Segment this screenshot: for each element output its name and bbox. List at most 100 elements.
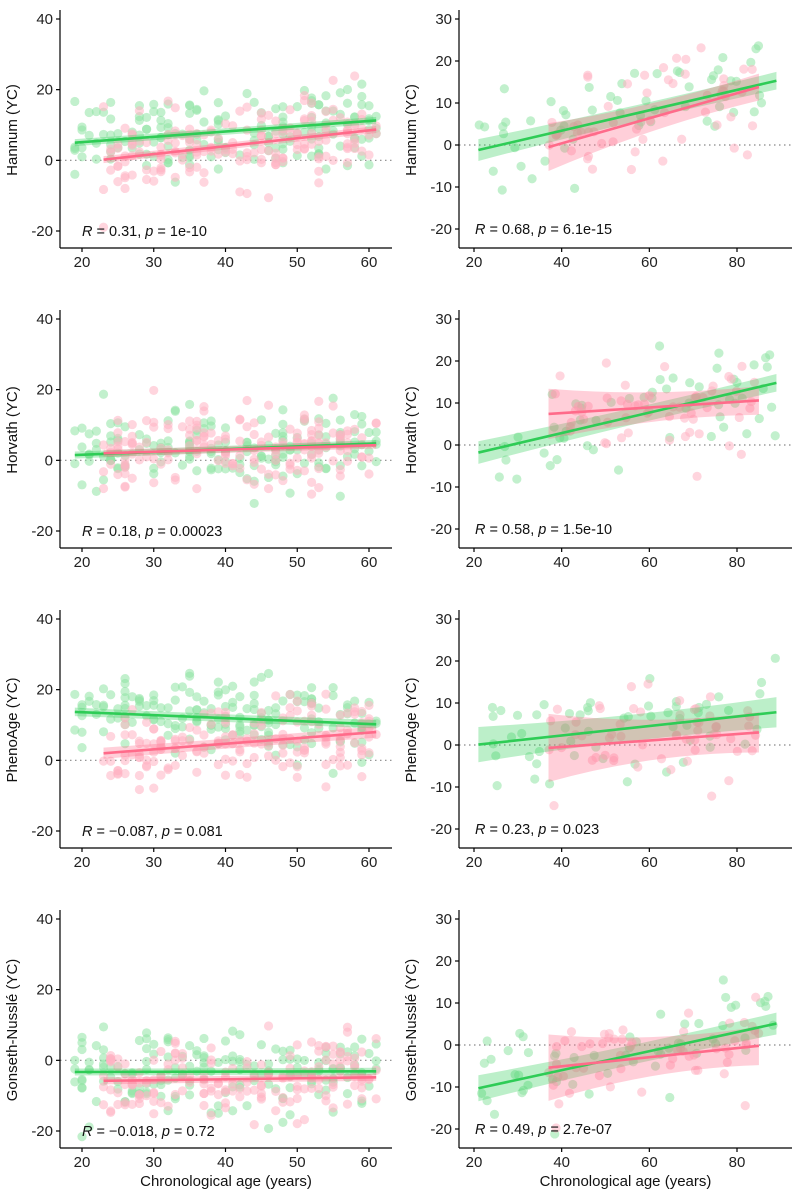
scatter-point-green [328,690,338,701]
panel-row4-left: -20 0 20 40 20 30 40 50 60 Gonseth-Nusslé (YC) Chr… [4,910,392,1190]
scatter-point-pink [235,1084,245,1094]
scatter-point-green [307,728,317,738]
scatter-point-green [622,777,632,787]
scatter-point-pink [618,1025,628,1035]
scatter-point-pink [106,443,116,453]
scatter-point-pink [220,770,231,780]
correlation-annotation: R = 0.49, p = 2.7e-07 [475,1122,612,1138]
scatter-point-green [220,111,231,121]
scatter-point-pink [149,724,159,734]
scatter-point-pink [127,1099,137,1110]
scatter-point-pink [127,750,137,760]
scatter-point-green [705,742,715,752]
scatter-point-green [718,975,728,985]
scatter-point-green [263,1059,274,1069]
scatter-point-pink [127,419,137,430]
scatter-point-pink [134,106,144,116]
x-tick-label: 30 [145,254,162,271]
scatter-point-pink [342,143,353,154]
scatter-point-green [335,491,345,501]
scatter-point-pink [719,74,729,84]
scatter-point-pink [156,735,166,745]
scatter-point-pink [679,413,690,423]
scatter-point-green [512,474,522,484]
scatter-point-green [249,154,259,164]
scatter-point-green [185,706,195,716]
scatter-point-green [77,1132,87,1142]
scatter-point-pink [550,389,560,399]
y-tick-label: 40 [36,911,53,928]
scatter-point-pink [242,422,252,432]
scatter-point-pink [335,1055,345,1065]
scatter-point-green [256,451,266,461]
scatter-point-green [357,100,367,110]
scatter-point-pink [549,800,559,811]
scatter-point-pink [220,147,231,157]
scatter-point-pink [192,436,202,446]
scatter-point-pink [726,734,736,744]
scatter-point-pink [600,750,610,760]
x-tick-label: 60 [641,854,658,871]
scatter-point-pink [206,1043,216,1053]
scatter-point-pink [314,1062,324,1072]
scatter-point-pink [220,1103,231,1113]
panel-row3-left: -20 0 20 40 20 30 40 50 60 PhenoAge (YC) R = −0.08… [4,610,392,871]
scatter-point-pink [256,158,266,168]
scatter-point-pink [357,433,367,443]
scatter-point-pink [199,730,209,740]
scatter-point-pink [192,416,202,426]
p-symbol: p [161,1124,170,1140]
scatter-point-pink [278,748,288,758]
scatter-point-green [749,107,759,117]
scatter-point-pink [616,1064,626,1074]
scatter-point-pink [635,707,646,717]
correlation-annotation: R = 0.18, p = 0.00023 [82,524,222,540]
scatter-point-green [127,1088,137,1099]
scatter-point-pink [357,109,367,119]
scatter-point-green [113,704,123,714]
scatter-point-pink [335,446,345,456]
scatter-point-green [177,682,188,692]
x-tick-label: 60 [361,1154,378,1171]
x-tick-label: 40 [553,854,570,871]
scatter-point-pink [638,740,648,750]
r-symbol: R [82,524,93,540]
scatter-point-green [718,52,728,63]
scatter-point-green [526,116,536,126]
scatter-point-green [120,673,130,684]
scatter-point-pink [357,1047,367,1057]
scatter-point-green [70,459,80,469]
scatter-point-green [552,455,562,465]
scatter-point-pink [177,732,188,742]
scatter-point-green [527,174,537,184]
scatter-point-pink [631,124,642,134]
scatter-point-green [106,97,116,108]
scatter-point-pink [642,88,652,98]
scatter-point-pink [622,79,633,89]
scatter-point-green [760,996,770,1006]
scatter-point-green [242,1101,252,1111]
x-tick-label: 20 [466,554,483,571]
scatter-point-green [156,716,166,727]
scatter-point-green [91,426,101,436]
scatter-point-pink [249,148,259,158]
scatter-point-green [770,431,780,441]
correlation-annotation: R = −0.087, p = 0.081 [82,824,223,840]
scatter-point-pink [285,424,295,434]
scatter-point-pink [751,992,761,1002]
scatter-point-green [170,720,180,731]
scatter-point-pink [307,429,317,440]
scatter-point-green [506,732,517,742]
scatter-point-green [77,152,87,162]
scatter-point-pink [350,1080,360,1091]
scatter-point-green [141,701,152,711]
scatter-point-pink [692,471,702,481]
scatter-point-green [503,1045,513,1056]
scatter-point-pink [314,1083,324,1094]
scatter-point-green [235,722,245,732]
scatter-point-green [550,1051,560,1061]
scatter-point-green [285,488,295,498]
scatter-point-pink [321,106,331,117]
fit-line-pink [103,730,377,755]
scatter-point-pink [185,722,195,733]
